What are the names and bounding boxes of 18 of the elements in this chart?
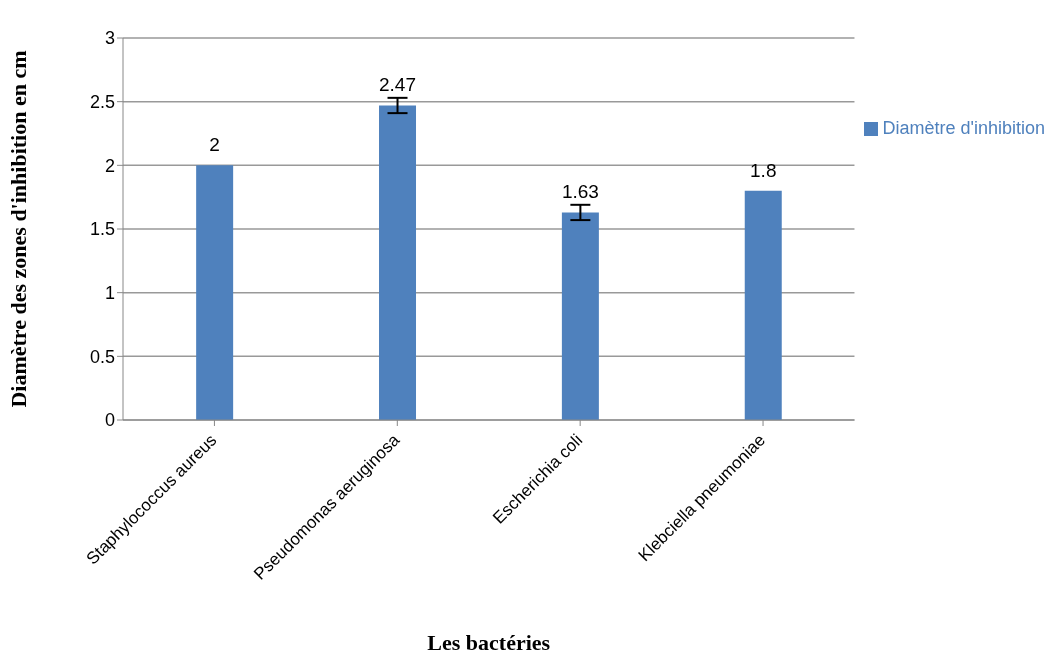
- y-tick-label: 2.5: [89, 92, 115, 113]
- y-tick-label: 1.5: [89, 219, 115, 240]
- bar: [379, 105, 417, 420]
- y-tick-label: 0.5: [89, 346, 115, 367]
- y-tick-label: 2: [104, 155, 115, 176]
- x-axis-title: Les bactéries: [427, 630, 551, 655]
- bar: [744, 190, 782, 420]
- data-label: 1.63: [561, 181, 599, 203]
- data-label: 2.47: [379, 74, 417, 96]
- y-tick-label: 3: [104, 28, 115, 49]
- bar: [561, 212, 599, 420]
- y-tick-label: 1: [104, 283, 115, 304]
- legend-label: Diamètre d'inhibition: [882, 118, 1045, 138]
- bar: [196, 165, 234, 420]
- data-label: 1.8: [750, 159, 777, 181]
- data-label: 2: [209, 134, 220, 156]
- y-axis-title: Diamètre des zones d'inhibition en cm: [5, 50, 31, 408]
- y-tick-label: 0: [104, 410, 115, 431]
